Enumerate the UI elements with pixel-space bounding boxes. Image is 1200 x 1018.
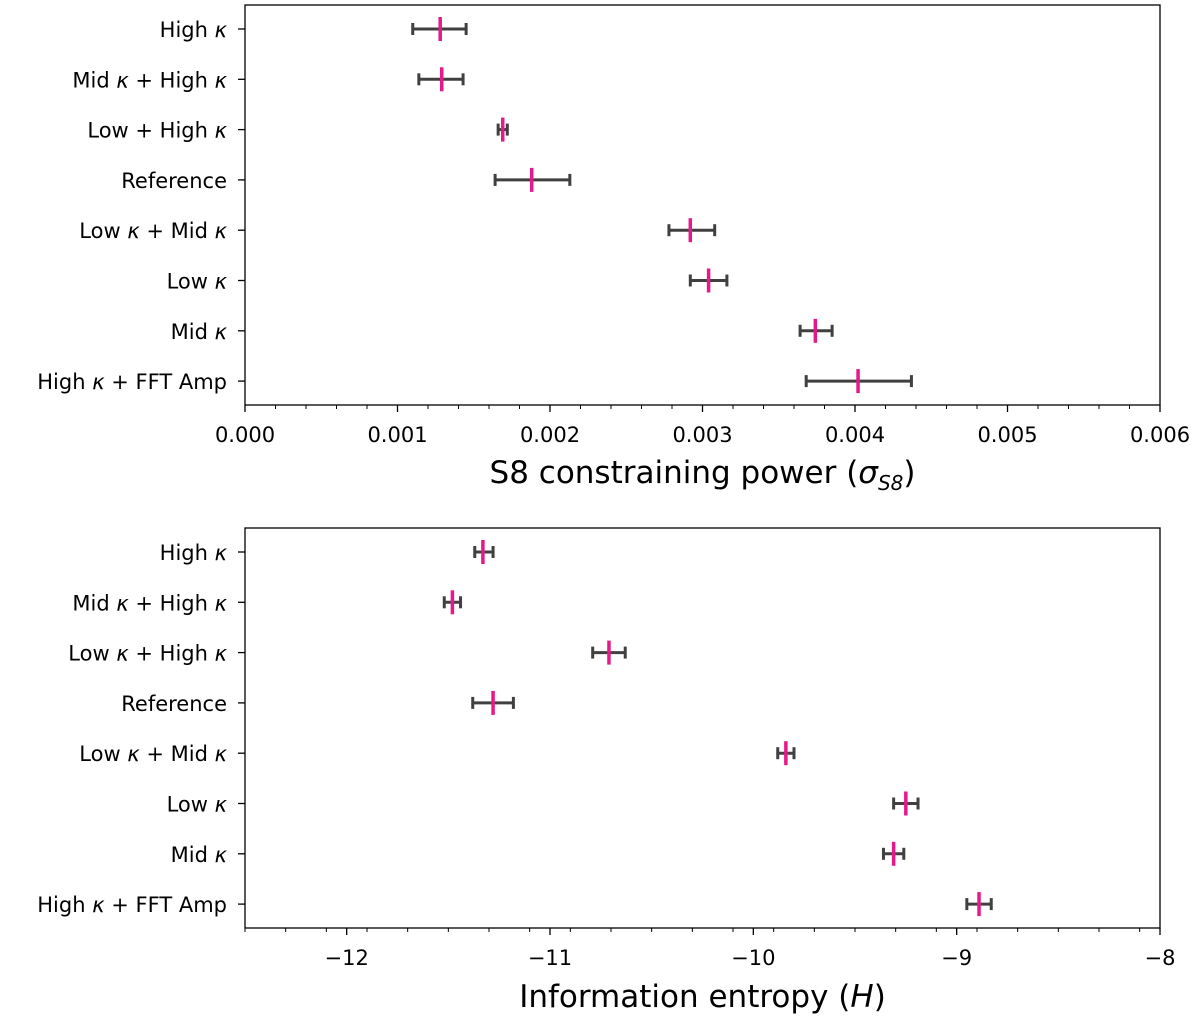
x-axis-label: S8 constraining power (σS8): [490, 455, 916, 495]
y-tick-label: Mid κ: [171, 320, 228, 344]
y-tick-label: Low + High κ: [87, 119, 227, 143]
y-tick-label: Reference: [121, 169, 227, 193]
y-tick-label: Mid κ: [171, 843, 228, 867]
y-tick-label: Low κ: [167, 793, 228, 817]
y-tick-label: Low κ + High κ: [68, 642, 227, 666]
x-tick-label: 0.004: [825, 423, 885, 447]
x-tick-label: −9: [941, 946, 972, 970]
s8-panel: 0.000 0.001 0.002 0.003 0.004 0.005 0.006 S8 co…: [37, 4, 1190, 495]
axes-frame: [244, 527, 1161, 929]
y-tick-label: High κ + FFT Amp: [37, 893, 227, 917]
y-tick-label: Low κ: [167, 270, 228, 294]
x-tick-label: −8: [1145, 946, 1176, 970]
x-axis-label: Information entropy (H): [519, 979, 886, 1015]
x-tick-label: 0.003: [672, 423, 732, 447]
y-tick-label: Low κ + Mid κ: [79, 742, 227, 766]
x-tick-label: 0.006: [1130, 423, 1190, 447]
x-tick-label: −12: [325, 946, 369, 970]
x-tick-label: 0.000: [215, 423, 275, 447]
entropy-panel: −12 −11 −10 −9 −8 Information entropy (H) High…: [37, 527, 1176, 1015]
y-tick-label: Mid κ + High κ: [72, 68, 227, 92]
axes-frame: [244, 4, 1161, 406]
x-tick-label: 0.005: [977, 423, 1037, 447]
y-tick-label: High κ: [160, 18, 228, 42]
x-tick-label: −10: [731, 946, 775, 970]
y-tick-label: Low κ + Mid κ: [79, 219, 227, 243]
y-tick-label: Mid κ + High κ: [72, 591, 227, 615]
x-tick-label: 0.001: [367, 423, 427, 447]
y-tick-label: High κ + FFT Amp: [37, 370, 227, 394]
x-tick-label: −11: [528, 946, 572, 970]
y-tick-label: High κ: [160, 541, 228, 565]
y-tick-label: Reference: [121, 692, 227, 716]
x-tick-label: 0.002: [520, 423, 580, 447]
